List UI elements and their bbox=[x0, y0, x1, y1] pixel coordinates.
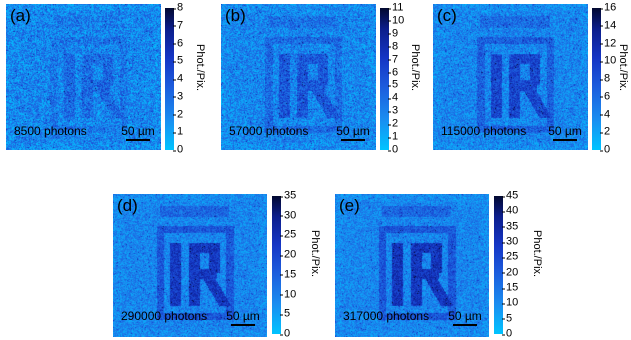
photon-count-image bbox=[433, 4, 588, 150]
scale-bar: 50 µm bbox=[333, 124, 373, 141]
colorbar-tick-label: 3 bbox=[387, 104, 399, 117]
panel-label: (e) bbox=[339, 196, 360, 215]
colorbar-tick-label: 20 bbox=[501, 266, 519, 279]
colorbar-tick-label: 4 bbox=[172, 72, 184, 85]
photon-count-label: 290000 photons bbox=[121, 309, 208, 323]
colorbar-tick-label: 10 bbox=[279, 288, 297, 301]
scale-bar: 50 µm bbox=[545, 124, 585, 141]
colorbar-tick-label: 15 bbox=[279, 268, 297, 281]
colorbar-tick-label: 25 bbox=[501, 250, 519, 263]
scale-bar: 50 µm bbox=[223, 309, 263, 326]
colorbar-tick-label: 0 bbox=[599, 143, 611, 156]
scale-bar-label: 50 µm bbox=[548, 124, 582, 138]
photon-count-image bbox=[221, 4, 376, 150]
colorbar-tick-label: 16 bbox=[599, 1, 617, 14]
colorbar-tick-label: 6 bbox=[387, 66, 399, 79]
colorbar-tick-label: 3 bbox=[172, 90, 184, 103]
colorbar-tick-label: 0 bbox=[172, 143, 184, 156]
panel-label: (b) bbox=[225, 6, 246, 25]
colorbar-tick-label: 9 bbox=[387, 27, 399, 40]
panel-label: (c) bbox=[437, 6, 457, 25]
scale-bar-label: 50 µm bbox=[448, 309, 482, 323]
colorbar-tick-label: 0 bbox=[279, 327, 291, 340]
colorbar-tick-label: 45 bbox=[501, 189, 519, 202]
colorbar-unit-label: Phot./Pix. bbox=[194, 44, 206, 92]
scale-bar-line bbox=[126, 139, 150, 141]
scale-bar-label: 50 µm bbox=[121, 124, 155, 138]
colorbar bbox=[380, 8, 389, 150]
colorbar-tick-label: 30 bbox=[279, 209, 297, 222]
photon-count-label: 8500 photons bbox=[14, 124, 87, 138]
photon-count-image bbox=[335, 194, 489, 337]
scale-bar: 50 µm bbox=[445, 309, 485, 326]
colorbar-tick-label: 1 bbox=[172, 125, 184, 138]
scale-bar-line bbox=[341, 139, 365, 141]
scale-bar-line bbox=[553, 139, 577, 141]
photon-count-label: 57000 photons bbox=[229, 124, 309, 138]
colorbar-tick-label: 14 bbox=[599, 19, 617, 32]
colorbar-tick-label: 1 bbox=[387, 130, 399, 143]
image-panel-d: (d) 290000 photons 50 µm 35 30 25 20 15 10 5 0 … bbox=[113, 189, 323, 340]
colorbar-tick-label: 5 bbox=[172, 54, 184, 67]
photon-count-label: 317000 photons bbox=[343, 309, 430, 323]
image-panel-e: (e) 317000 photons 50 µm 45 40 35 30 25 20 15 1… bbox=[335, 189, 545, 340]
scale-bar-line bbox=[231, 324, 255, 326]
image-panel-b: (b) 57000 photons 50 µm 11 10 9 8 7 6 5 4 3 2 1 0 P… bbox=[221, 1, 421, 156]
colorbar-tick-label: 4 bbox=[599, 108, 611, 120]
colorbar-tick-label: 4 bbox=[387, 91, 399, 104]
colorbar-tick-label: 30 bbox=[501, 235, 519, 248]
colorbar-tick-label: 10 bbox=[387, 14, 405, 27]
scale-bar: 50 µm bbox=[118, 124, 158, 141]
colorbar bbox=[494, 196, 503, 334]
colorbar-tick-label: 7 bbox=[387, 53, 399, 66]
photon-count-image bbox=[6, 4, 161, 150]
colorbar-tick-label: 2 bbox=[599, 125, 611, 138]
colorbar-tick-label: 8 bbox=[599, 72, 611, 85]
image-panel-c: (c) 115000 photons 50 µm 16 14 12 10 8 6 4 2 0 P… bbox=[433, 1, 631, 156]
colorbar-tick-label: 5 bbox=[501, 312, 513, 325]
colorbar-unit-label: Phot./Pix. bbox=[409, 44, 421, 92]
scale-bar-label: 50 µm bbox=[226, 309, 260, 323]
colorbar-tick-label: 35 bbox=[501, 220, 519, 233]
colorbar-tick-label: 5 bbox=[387, 78, 399, 91]
colorbar-tick-label: 10 bbox=[599, 54, 617, 67]
colorbar-tick-label: 15 bbox=[501, 281, 519, 294]
scale-bar-label: 50 µm bbox=[336, 124, 370, 138]
image-panel-a: (a) 8500 photons 50 µm 8 7 6 5 4 3 2 1 0 Phot./P… bbox=[6, 1, 206, 156]
colorbar-tick-label: 8 bbox=[172, 1, 184, 14]
colorbar-tick-label: 20 bbox=[279, 248, 297, 261]
colorbar-tick-label: 2 bbox=[172, 108, 184, 120]
colorbar-tick-label: 7 bbox=[172, 19, 184, 32]
colorbar-unit-label: Phot./Pix. bbox=[309, 230, 321, 278]
colorbar-tick-label: 0 bbox=[387, 143, 399, 156]
colorbar-tick-label: 6 bbox=[599, 90, 611, 103]
colorbar-tick-label: 35 bbox=[279, 189, 297, 202]
colorbar-tick-label: 8 bbox=[387, 40, 399, 53]
colorbar-tick-label: 2 bbox=[387, 117, 399, 130]
colorbar-tick-label: 25 bbox=[279, 228, 297, 241]
colorbar-tick-label: 11 bbox=[387, 1, 404, 14]
photon-count-label: 115000 photons bbox=[441, 124, 527, 138]
colorbar-tick-label: 12 bbox=[599, 37, 617, 49]
colorbar-tick-label: 0 bbox=[501, 327, 513, 340]
colorbar bbox=[272, 196, 281, 334]
colorbar-unit-label: Phot./Pix. bbox=[617, 44, 629, 92]
colorbar-tick-label: 10 bbox=[501, 296, 519, 309]
colorbar-tick-label: 6 bbox=[172, 37, 184, 49]
scale-bar-line bbox=[453, 324, 477, 326]
colorbar-unit-label: Phot./Pix. bbox=[531, 230, 543, 278]
colorbar bbox=[592, 8, 601, 150]
panel-label: (a) bbox=[10, 6, 31, 25]
colorbar bbox=[165, 8, 174, 150]
photon-count-image bbox=[113, 194, 267, 337]
colorbar-tick-label: 40 bbox=[501, 204, 519, 217]
panel-label: (d) bbox=[117, 196, 138, 215]
colorbar-tick-label: 5 bbox=[279, 307, 291, 320]
